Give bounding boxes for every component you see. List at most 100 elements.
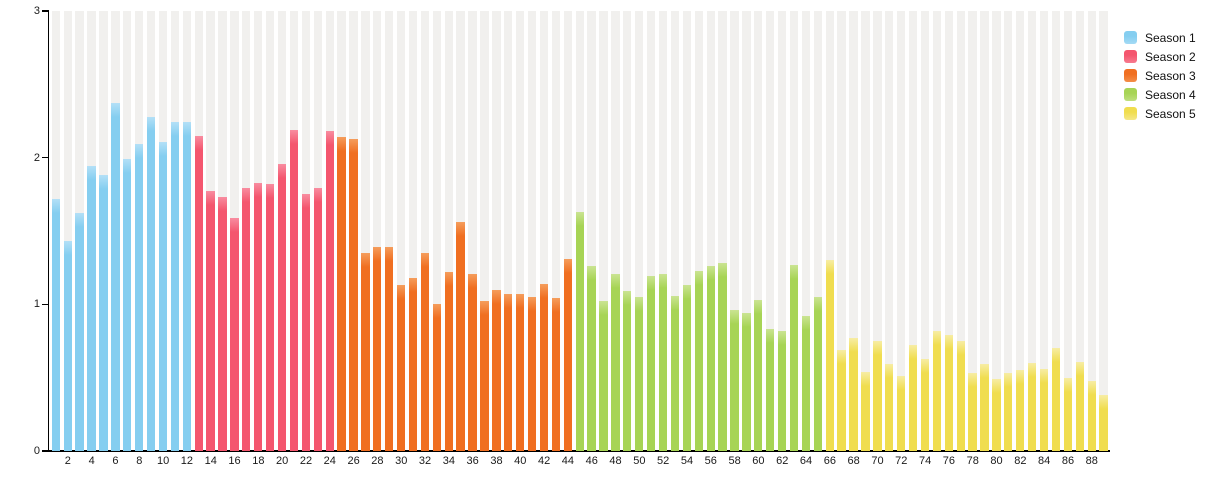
episode-column-54: 54 xyxy=(681,11,693,467)
bar-episode-89-season-5[interactable] xyxy=(1099,395,1108,451)
bar-episode-32-season-3[interactable] xyxy=(420,253,430,451)
bar-episode-61-season-4[interactable] xyxy=(766,329,775,451)
bar-episode-37-season-3[interactable] xyxy=(480,301,489,451)
legend-swatch-icon xyxy=(1124,107,1137,120)
bar-episode-63-season-4[interactable] xyxy=(789,264,799,451)
bar-episode-33-season-3[interactable] xyxy=(432,304,441,451)
bar-episode-58-season-4[interactable] xyxy=(730,310,739,451)
episode-column-8: 8 xyxy=(133,11,145,467)
bar-episode-47-season-4[interactable] xyxy=(599,301,608,451)
legend-item-season-1[interactable]: Season 1 xyxy=(1124,28,1196,47)
bar-episode-39-season-3[interactable] xyxy=(504,294,513,451)
bar-episode-10-season-1[interactable] xyxy=(158,141,168,451)
bar-episode-21-season-2[interactable] xyxy=(289,129,299,451)
bar-episode-6-season-1[interactable] xyxy=(111,103,120,451)
bar-episode-27-season-3[interactable] xyxy=(361,253,370,451)
bar-episode-4-season-1[interactable] xyxy=(87,166,96,451)
bar-episode-23-season-2[interactable] xyxy=(313,188,322,451)
bar-episode-78-season-5[interactable] xyxy=(968,373,977,451)
bar-episode-46-season-4[interactable] xyxy=(587,266,596,451)
bar-episode-66-season-5[interactable] xyxy=(825,260,834,451)
bar-episode-14-season-2[interactable] xyxy=(206,191,215,451)
bar-episode-50-season-4[interactable] xyxy=(635,297,644,451)
y-tick-label: 3 xyxy=(33,5,40,17)
bar-episode-17-season-2[interactable] xyxy=(242,188,251,451)
bar-episode-84-season-5[interactable] xyxy=(1039,368,1049,451)
legend-item-season-4[interactable]: Season 4 xyxy=(1124,85,1196,104)
bar-episode-12-season-1[interactable] xyxy=(182,122,191,451)
bar-episode-45-season-4[interactable] xyxy=(575,211,584,451)
bar-episode-49-season-4[interactable] xyxy=(623,291,632,451)
bar-episode-18-season-2[interactable] xyxy=(254,182,263,451)
bar-episode-71-season-5[interactable] xyxy=(885,364,894,451)
bar-episode-76-season-5[interactable] xyxy=(944,335,953,451)
bar-episode-60-season-4[interactable] xyxy=(754,299,763,451)
bar-episode-48-season-4[interactable] xyxy=(611,273,620,451)
bar-episode-81-season-5[interactable] xyxy=(1004,373,1013,451)
bar-episode-55-season-4[interactable] xyxy=(694,270,703,451)
bar-episode-75-season-5[interactable] xyxy=(932,330,942,451)
bar-episode-24-season-2[interactable] xyxy=(325,131,334,451)
bar-episode-87-season-5[interactable] xyxy=(1075,361,1084,451)
bar-episode-77-season-5[interactable] xyxy=(956,341,965,451)
bar-episode-1-season-1[interactable] xyxy=(51,198,60,451)
bar-episode-20-season-2[interactable] xyxy=(277,163,287,451)
bar-episode-38-season-3[interactable] xyxy=(492,289,501,451)
bar-episode-54-season-4[interactable] xyxy=(682,285,692,451)
bar-episode-74-season-5[interactable] xyxy=(920,358,930,451)
bar-episode-82-season-5[interactable] xyxy=(1016,370,1025,451)
bar-episode-68-season-5[interactable] xyxy=(849,338,858,451)
bar-episode-30-season-3[interactable] xyxy=(396,285,406,451)
bar-episode-25-season-3[interactable] xyxy=(337,137,346,451)
bar-episode-44-season-3[interactable] xyxy=(563,258,572,451)
bar-episode-34-season-3[interactable] xyxy=(444,272,453,451)
bar-episode-83-season-5[interactable] xyxy=(1027,363,1037,451)
bar-episode-29-season-3[interactable] xyxy=(385,247,394,451)
bar-episode-51-season-4[interactable] xyxy=(646,276,656,451)
bar-episode-28-season-3[interactable] xyxy=(373,247,382,451)
bar-episode-19-season-2[interactable] xyxy=(265,184,275,451)
bar-episode-3-season-1[interactable] xyxy=(75,213,84,451)
bar-episode-15-season-2[interactable] xyxy=(218,197,227,451)
bar-episode-42-season-3[interactable] xyxy=(539,283,549,451)
legend-item-season-3[interactable]: Season 3 xyxy=(1124,66,1196,85)
bar-episode-11-season-1[interactable] xyxy=(170,122,180,451)
bar-episode-8-season-1[interactable] xyxy=(135,144,144,451)
bar-episode-52-season-4[interactable] xyxy=(658,273,668,451)
bar-episode-70-season-5[interactable] xyxy=(873,341,882,451)
bar-episode-69-season-5[interactable] xyxy=(861,371,870,451)
bar-episode-16-season-2[interactable] xyxy=(230,217,239,451)
bar-episode-67-season-5[interactable] xyxy=(837,349,846,451)
bar-episode-13-season-2[interactable] xyxy=(194,135,203,451)
episode-column-78: 78 xyxy=(967,11,979,467)
bar-episode-26-season-3[interactable] xyxy=(349,138,358,451)
legend-label: Season 1 xyxy=(1145,30,1196,45)
bar-episode-88-season-5[interactable] xyxy=(1087,380,1096,451)
bar-episode-2-season-1[interactable] xyxy=(63,241,72,451)
bar-episode-85-season-5[interactable] xyxy=(1051,348,1061,451)
legend-item-season-2[interactable]: Season 2 xyxy=(1124,47,1196,66)
bar-episode-59-season-4[interactable] xyxy=(742,313,751,451)
bar-episode-79-season-5[interactable] xyxy=(980,364,989,451)
bar-episode-72-season-5[interactable] xyxy=(897,376,906,451)
bar-episode-36-season-3[interactable] xyxy=(468,273,477,451)
bar-episode-57-season-4[interactable] xyxy=(718,263,727,451)
bar-episode-7-season-1[interactable] xyxy=(123,159,132,451)
bar-episode-31-season-3[interactable] xyxy=(408,277,418,451)
bar-episode-80-season-5[interactable] xyxy=(992,379,1001,451)
bar-episode-86-season-5[interactable] xyxy=(1063,377,1073,451)
bar-episode-5-season-1[interactable] xyxy=(99,175,108,451)
bar-episode-65-season-4[interactable] xyxy=(813,297,822,451)
bar-episode-43-season-3[interactable] xyxy=(551,298,561,451)
bar-episode-22-season-2[interactable] xyxy=(301,194,311,451)
bar-episode-40-season-3[interactable] xyxy=(516,294,525,451)
bar-episode-56-season-4[interactable] xyxy=(706,266,715,451)
bar-episode-73-season-5[interactable] xyxy=(908,345,918,451)
bar-episode-62-season-4[interactable] xyxy=(777,330,787,451)
bar-episode-64-season-4[interactable] xyxy=(801,316,811,451)
bar-episode-53-season-4[interactable] xyxy=(670,295,680,451)
bar-episode-41-season-3[interactable] xyxy=(527,297,537,451)
bar-episode-9-season-1[interactable] xyxy=(146,116,156,451)
legend-item-season-5[interactable]: Season 5 xyxy=(1124,104,1196,123)
bar-episode-35-season-3[interactable] xyxy=(456,222,465,451)
